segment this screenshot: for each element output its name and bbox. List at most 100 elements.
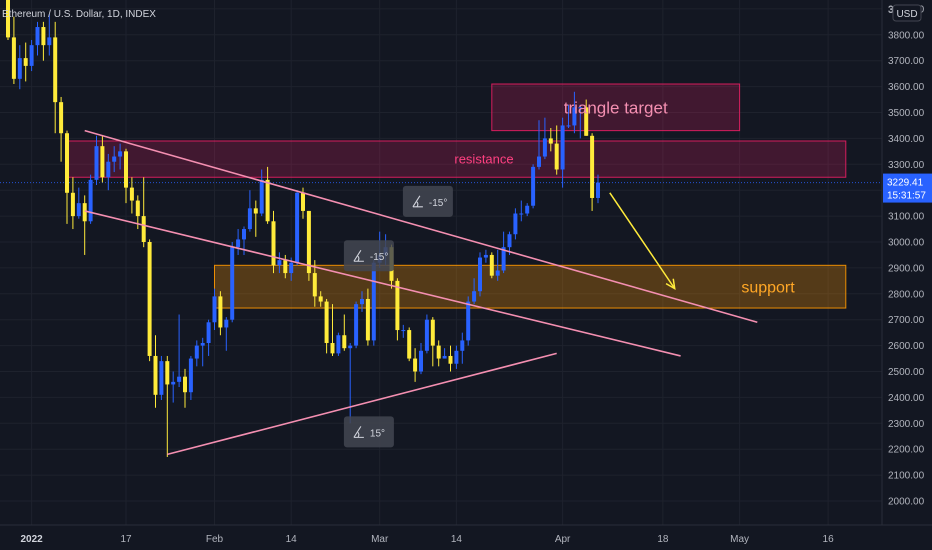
- candle[interactable]: [306, 210, 311, 281]
- candle[interactable]: [165, 355, 170, 457]
- candle[interactable]: [141, 177, 146, 248]
- candle[interactable]: [454, 345, 459, 369]
- candle[interactable]: [129, 177, 134, 214]
- candle[interactable]: [560, 117, 565, 188]
- candle[interactable]: [11, 16, 16, 85]
- candle[interactable]: [495, 249, 500, 281]
- candle[interactable]: [76, 187, 81, 219]
- candle[interactable]: [47, 14, 52, 56]
- candle[interactable]: [483, 249, 488, 263]
- candle[interactable]: [336, 332, 341, 356]
- currency-button[interactable]: USD: [892, 4, 922, 22]
- candle[interactable]: [489, 252, 494, 279]
- candle[interactable]: [35, 21, 40, 56]
- lower-trendline[interactable]: [167, 352, 557, 456]
- candle[interactable]: [360, 291, 364, 312]
- candle[interactable]: [519, 200, 524, 222]
- candle[interactable]: [395, 278, 400, 341]
- candle[interactable]: [407, 327, 412, 362]
- candle[interactable]: [159, 355, 164, 400]
- candle[interactable]: [41, 21, 46, 61]
- candle[interactable]: [265, 166, 270, 224]
- candle[interactable]: [29, 39, 34, 72]
- candle[interactable]: [566, 104, 571, 129]
- candle[interactable]: [436, 340, 441, 367]
- candle[interactable]: [106, 153, 111, 191]
- candle[interactable]: [537, 120, 541, 170]
- candle[interactable]: [224, 317, 229, 351]
- candle[interactable]: [365, 288, 370, 346]
- candle[interactable]: [188, 355, 193, 400]
- candle[interactable]: [318, 291, 323, 307]
- candle[interactable]: [596, 174, 600, 204]
- candle[interactable]: [112, 146, 117, 173]
- candle[interactable]: [118, 143, 123, 170]
- candle[interactable]: [283, 254, 288, 279]
- candle[interactable]: [354, 301, 359, 349]
- candle[interactable]: [124, 148, 128, 204]
- candle[interactable]: [548, 128, 553, 152]
- candle[interactable]: [542, 117, 547, 160]
- candle[interactable]: [100, 135, 105, 183]
- zone-triangle-target[interactable]: [491, 83, 741, 132]
- angle-label-bottom[interactable]: 15°: [343, 416, 394, 448]
- candle[interactable]: [183, 368, 187, 408]
- candle[interactable]: [448, 345, 453, 372]
- candle[interactable]: [147, 239, 152, 362]
- candle[interactable]: [23, 42, 28, 82]
- candle[interactable]: [70, 177, 75, 230]
- candle[interactable]: [271, 210, 276, 274]
- candle[interactable]: [478, 252, 482, 297]
- candle[interactable]: [171, 371, 176, 403]
- candle[interactable]: [206, 319, 211, 356]
- candle[interactable]: [153, 335, 158, 408]
- candle[interactable]: [424, 314, 429, 354]
- candle[interactable]: [177, 314, 182, 388]
- candle[interactable]: [442, 348, 447, 359]
- candle[interactable]: [413, 348, 418, 382]
- candle[interactable]: [82, 195, 87, 255]
- middle-trendline[interactable]: [84, 210, 681, 357]
- candle[interactable]: [312, 260, 317, 307]
- candle[interactable]: [554, 125, 559, 175]
- angle-label-top[interactable]: -15°: [402, 185, 453, 217]
- candle[interactable]: [531, 164, 536, 209]
- candle[interactable]: [324, 298, 329, 354]
- candle[interactable]: [200, 337, 205, 367]
- candle[interactable]: [525, 203, 530, 217]
- zone-resistance[interactable]: [66, 140, 847, 178]
- candle[interactable]: [194, 340, 199, 367]
- candle[interactable]: [53, 21, 58, 134]
- candle[interactable]: [578, 104, 583, 139]
- candle[interactable]: [88, 174, 93, 224]
- candle[interactable]: [253, 200, 258, 237]
- candle[interactable]: [277, 252, 282, 274]
- candle[interactable]: [59, 96, 64, 162]
- candle[interactable]: [401, 324, 406, 338]
- candle[interactable]: [212, 288, 217, 331]
- candle[interactable]: [236, 229, 241, 255]
- angle-label-middle[interactable]: -15°: [343, 240, 394, 272]
- candle[interactable]: [295, 190, 300, 266]
- candle[interactable]: [584, 99, 589, 136]
- upper-trendline[interactable]: [84, 129, 758, 324]
- candle[interactable]: [430, 317, 435, 367]
- candle[interactable]: [348, 343, 353, 424]
- candle[interactable]: [590, 133, 595, 211]
- candle[interactable]: [17, 45, 22, 90]
- projection-arrow[interactable]: [609, 192, 676, 291]
- candle[interactable]: [501, 231, 506, 274]
- candle[interactable]: [419, 343, 423, 375]
- candle[interactable]: [460, 332, 465, 364]
- candle[interactable]: [247, 190, 252, 232]
- candle[interactable]: [230, 242, 235, 323]
- candle[interactable]: [472, 278, 477, 305]
- candle[interactable]: [330, 304, 335, 356]
- candle[interactable]: [342, 314, 347, 351]
- candle[interactable]: [218, 291, 223, 336]
- candle[interactable]: [513, 208, 518, 240]
- candle[interactable]: [94, 135, 99, 186]
- candle[interactable]: [6, 0, 10, 40]
